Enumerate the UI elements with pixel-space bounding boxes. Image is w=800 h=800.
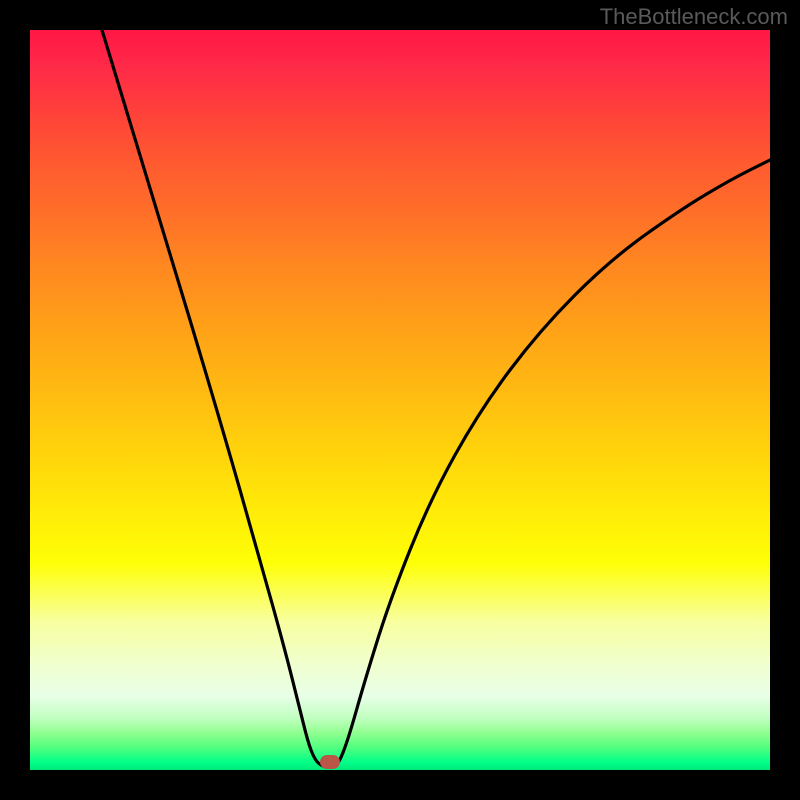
bottleneck-curve [102, 30, 770, 767]
optimal-point-marker [320, 755, 340, 769]
chart-container: TheBottleneck.com [0, 0, 800, 800]
plot-area [30, 30, 770, 770]
watermark-text: TheBottleneck.com [600, 4, 788, 30]
curve-svg [30, 30, 770, 770]
